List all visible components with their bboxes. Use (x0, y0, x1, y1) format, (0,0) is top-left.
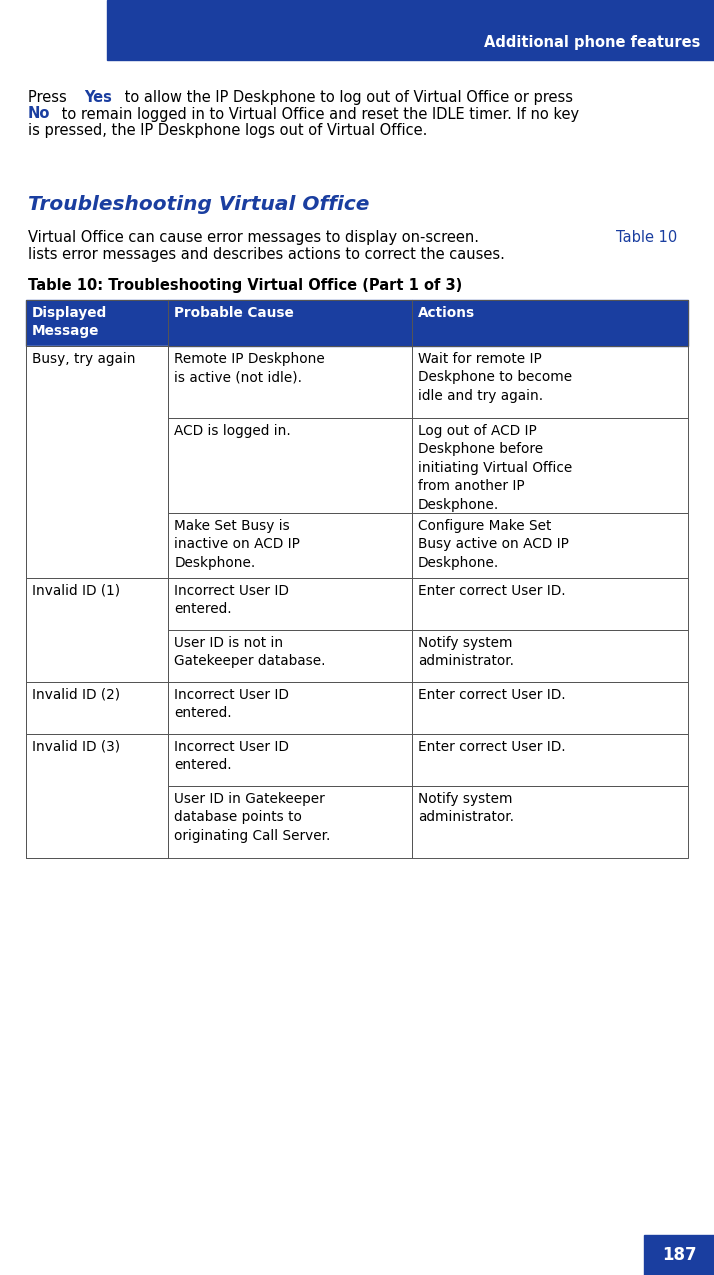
Bar (26, 682, 169, 734)
Bar (169, 630, 412, 682)
Text: Table 10: Troubleshooting Virtual Office (Part 1 of 3): Table 10: Troubleshooting Virtual Office… (28, 278, 462, 293)
Bar (169, 682, 412, 734)
Bar (26, 346, 169, 578)
Text: Incorrect User ID
entered.: Incorrect User ID entered. (174, 740, 289, 773)
Text: Invalid ID (1): Invalid ID (1) (32, 584, 120, 598)
Text: Displayed
Message: Displayed Message (32, 306, 107, 338)
Text: is pressed, the IP Deskphone logs out of Virtual Office.: is pressed, the IP Deskphone logs out of… (28, 122, 428, 138)
Text: 187: 187 (662, 1246, 696, 1264)
Text: ACD is logged in.: ACD is logged in. (174, 425, 291, 439)
Bar (169, 418, 412, 513)
Text: to allow the IP Deskphone to log out of Virtual Office or press: to allow the IP Deskphone to log out of … (120, 91, 573, 105)
Bar (26, 300, 169, 346)
Bar (644, 1235, 714, 1275)
Text: Invalid ID (3): Invalid ID (3) (32, 740, 120, 754)
Text: Make Set Busy is
inactive on ACD IP
Deskphone.: Make Set Busy is inactive on ACD IP Desk… (174, 519, 300, 570)
Text: Actions: Actions (418, 306, 475, 320)
Bar (26, 734, 169, 858)
Bar (412, 785, 688, 858)
Bar (412, 682, 688, 734)
Bar (26, 578, 169, 682)
Text: Probable Cause: Probable Cause (174, 306, 294, 320)
Text: Virtual Office can cause error messages to display on-screen.: Virtual Office can cause error messages … (28, 230, 483, 245)
Bar (26, 578, 169, 682)
Text: User ID in Gatekeeper
database points to
originating Call Server.: User ID in Gatekeeper database points to… (174, 792, 331, 843)
Bar (26, 300, 169, 346)
Bar (412, 346, 688, 418)
Bar (169, 513, 412, 578)
Text: Remote IP Deskphone
is active (not idle).: Remote IP Deskphone is active (not idle)… (174, 352, 325, 384)
Bar (169, 578, 412, 630)
Text: Enter correct User ID.: Enter correct User ID. (418, 740, 565, 754)
Bar (26, 682, 169, 734)
Text: Busy, try again: Busy, try again (32, 352, 136, 366)
Text: Log out of ACD IP
Deskphone before
initiating Virtual Office
from another IP
Des: Log out of ACD IP Deskphone before initi… (418, 425, 572, 511)
Bar (26, 734, 169, 858)
Text: to remain logged in to Virtual Office and reset the IDLE timer. If no key: to remain logged in to Virtual Office an… (57, 107, 579, 121)
Bar (169, 300, 412, 346)
Bar (169, 300, 412, 346)
Text: Press: Press (28, 91, 71, 105)
Bar (412, 578, 688, 630)
Text: Enter correct User ID.: Enter correct User ID. (418, 688, 565, 703)
Bar (26, 346, 169, 578)
Text: Table 10: Table 10 (616, 230, 677, 245)
Bar (26, 578, 169, 682)
Bar (26, 682, 169, 734)
Bar (412, 418, 688, 513)
Text: Incorrect User ID
entered.: Incorrect User ID entered. (174, 688, 289, 720)
Text: Configure Make Set
Busy active on ACD IP
Deskphone.: Configure Make Set Busy active on ACD IP… (418, 519, 569, 570)
Text: Incorrect User ID
entered.: Incorrect User ID entered. (174, 584, 289, 616)
Text: Notify system
administrator.: Notify system administrator. (418, 792, 514, 825)
Bar (107, 0, 714, 60)
Text: Notify system
administrator.: Notify system administrator. (418, 636, 514, 668)
Text: User ID is not in
Gatekeeper database.: User ID is not in Gatekeeper database. (174, 636, 326, 668)
Text: Wait for remote IP
Deskphone to become
idle and try again.: Wait for remote IP Deskphone to become i… (418, 352, 572, 403)
Bar (412, 300, 688, 346)
Bar (412, 513, 688, 578)
Bar (169, 785, 412, 858)
Text: No: No (28, 107, 51, 121)
Text: Troubleshooting Virtual Office: Troubleshooting Virtual Office (28, 195, 369, 214)
Bar (412, 300, 688, 346)
Bar (169, 300, 412, 346)
Bar (412, 630, 688, 682)
Bar (26, 734, 169, 858)
Bar (412, 734, 688, 785)
Bar (169, 346, 412, 418)
Text: Enter correct User ID.: Enter correct User ID. (418, 584, 565, 598)
Bar (26, 346, 169, 578)
Bar (169, 734, 412, 785)
Text: Invalid ID (2): Invalid ID (2) (32, 688, 120, 703)
Text: lists error messages and describes actions to correct the causes.: lists error messages and describes actio… (28, 246, 505, 261)
Text: Additional phone features: Additional phone features (483, 34, 700, 50)
Bar (412, 300, 688, 346)
Bar (26, 300, 169, 346)
Text: Yes: Yes (84, 91, 112, 105)
